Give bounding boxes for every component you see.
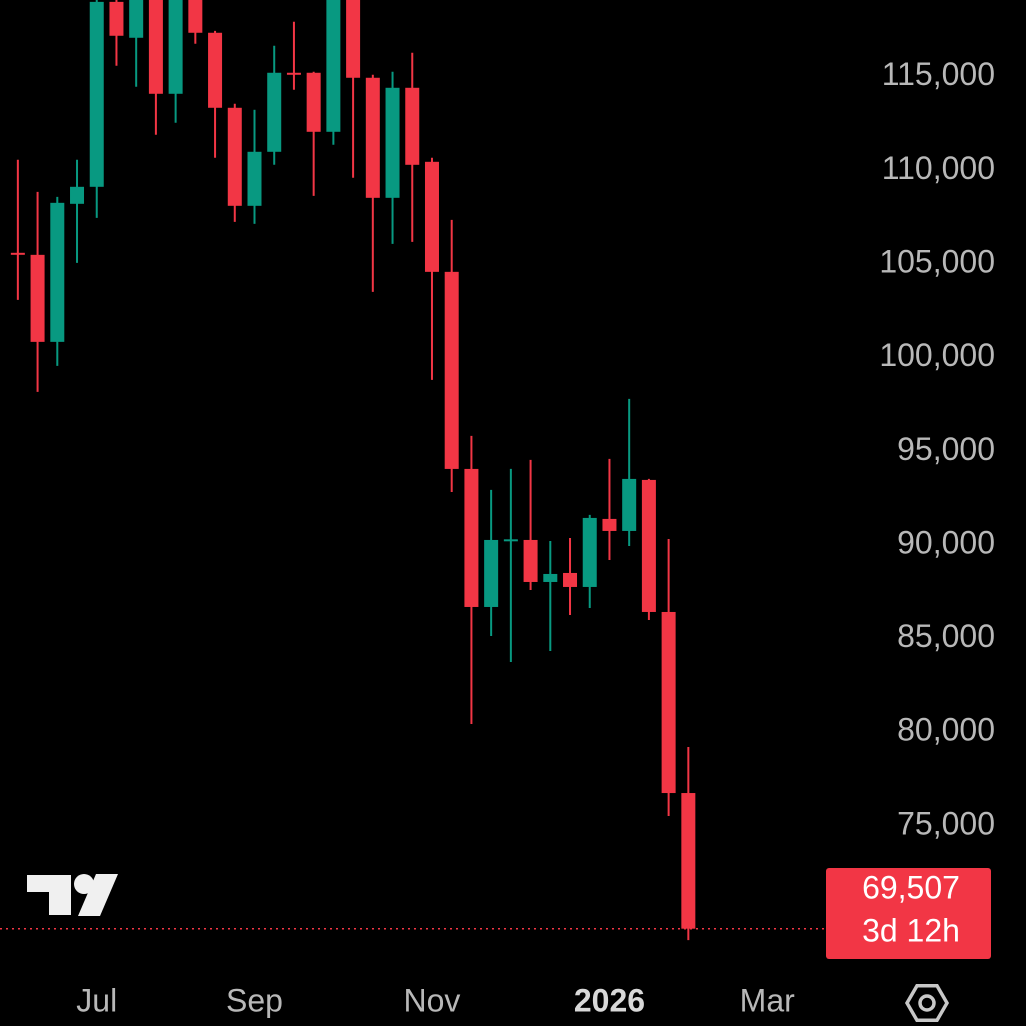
candle-body [168, 0, 183, 94]
last-price-label: 69,507 [862, 869, 960, 905]
x-tick-label: Nov [404, 982, 461, 1018]
candle-body [326, 0, 341, 132]
x-tick-label: Mar [740, 982, 795, 1018]
candle-body [424, 161, 439, 272]
candle-body [50, 202, 65, 342]
y-tick-label: 100,000 [879, 337, 995, 373]
candle-body [484, 539, 499, 607]
y-tick-label: 115,000 [882, 56, 995, 92]
candle-body [286, 72, 301, 75]
candle-body [444, 271, 459, 469]
candle-body [523, 539, 538, 582]
candle-body [563, 572, 578, 587]
countdown-label: 3d 12h [862, 912, 960, 948]
logo [25, 873, 118, 917]
candle-body [622, 478, 637, 531]
candle-body [188, 0, 203, 33]
candle-body [385, 87, 400, 198]
y-tick-label: 90,000 [897, 524, 995, 560]
candle-body [405, 87, 420, 165]
candle-body [346, 0, 361, 78]
candle-body [641, 479, 656, 612]
candle-body [503, 539, 518, 542]
candle-body [681, 793, 696, 929]
y-tick-label: 75,000 [897, 805, 995, 841]
x-tick-label: Sep [226, 982, 283, 1018]
candle-body [10, 252, 25, 255]
candle-body [661, 611, 676, 794]
candle-body [227, 107, 242, 206]
candle-body [89, 1, 104, 187]
candle-body [267, 72, 282, 152]
candle-body [365, 77, 380, 198]
plot-area [0, 0, 826, 941]
x-tick-label: 2026 [574, 982, 645, 1018]
y-tick-label: 80,000 [897, 712, 995, 748]
y-tick-label: 95,000 [897, 431, 995, 467]
candle-body [148, 0, 163, 94]
candle-body [208, 32, 223, 108]
candle-body [464, 468, 479, 607]
candle-body [129, 0, 144, 38]
candle-body [109, 1, 124, 36]
y-tick-label: 85,000 [897, 618, 995, 654]
price-label-box [826, 868, 991, 959]
candle-body [582, 517, 597, 587]
candle-body [306, 72, 321, 132]
x-tick-label: Jul [76, 982, 117, 1018]
candle-body [247, 151, 262, 206]
candle-body [30, 254, 45, 342]
candle-body [543, 573, 558, 582]
candle-body [70, 186, 85, 204]
y-tick-label: 110,000 [882, 150, 995, 186]
candle-body [602, 518, 617, 531]
y-tick-label: 105,000 [879, 243, 995, 279]
settings-icon[interactable] [904, 983, 950, 1023]
